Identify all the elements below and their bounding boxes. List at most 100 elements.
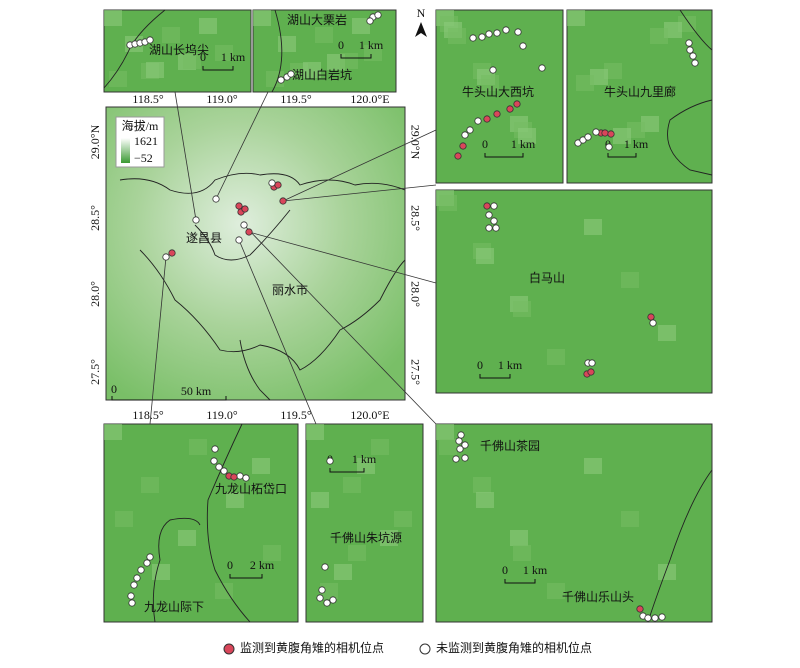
terrain-patch [109, 71, 127, 87]
scale-label: 0 [502, 563, 508, 577]
terrain-patch [547, 583, 565, 599]
terrain-patch [162, 27, 180, 43]
leader-line [243, 224, 437, 425]
terrain-patch [352, 18, 370, 34]
scale-bar [229, 574, 263, 579]
camera-site [277, 76, 285, 84]
boundary [679, 9, 713, 51]
site-label: 千佛山乐山头 [562, 590, 634, 604]
terrain-patch [357, 458, 375, 474]
inset-panel [435, 189, 713, 394]
terrain-patch [584, 219, 602, 235]
terrain-patch [215, 583, 233, 599]
terrain-patch [141, 477, 159, 493]
camera-site [588, 359, 596, 367]
camera-site [658, 613, 666, 621]
camera-site [492, 224, 500, 232]
inset-panel [566, 9, 713, 184]
north-label: N [417, 6, 426, 20]
camera-site [502, 26, 510, 34]
scale-bar [479, 374, 511, 379]
camera-site [318, 586, 326, 594]
camera-site [514, 28, 522, 36]
camera-site [469, 34, 477, 42]
terrain-patch [513, 545, 531, 561]
terrain-patch [518, 128, 536, 144]
leader-line [282, 184, 437, 202]
terrain-patch [567, 10, 585, 26]
camera-site [474, 117, 482, 125]
terrain-patch [343, 477, 361, 493]
camera-site [321, 563, 329, 571]
scale-bar [340, 54, 372, 59]
legend-title: 海拔/m [122, 118, 159, 133]
camera-site [326, 457, 334, 465]
terrain-patch [439, 195, 457, 211]
terrain-patch [320, 583, 338, 599]
terrain-patch [641, 116, 659, 132]
leader-line [238, 239, 317, 425]
lon-tick-label: 120.0°E [350, 408, 389, 422]
camera-site [649, 319, 657, 327]
scale-label: 1 km [624, 137, 649, 151]
legend-min: −52 [134, 151, 153, 165]
camera-site [168, 249, 176, 257]
terrain-patch [621, 272, 639, 288]
camera-site [235, 202, 243, 210]
camera-site [686, 46, 694, 54]
legend-max: 1621 [134, 134, 158, 148]
camera-site [133, 574, 141, 582]
terrain-patch [613, 128, 631, 144]
inset-panel [435, 423, 713, 623]
lat-tick-label: 27.5° [88, 359, 102, 385]
boundary [152, 517, 201, 623]
camera-site [127, 592, 135, 600]
lon-tick-label: 119.5° [280, 92, 312, 106]
scale-bar [484, 153, 524, 158]
camera-site [584, 133, 592, 141]
city-label: 丽水市 [272, 282, 308, 297]
terrain-patch [513, 301, 531, 317]
terrain-patch [473, 477, 491, 493]
camera-site [636, 605, 644, 613]
camera-site [146, 36, 154, 44]
camera-site [268, 179, 276, 187]
terrain-patch [104, 424, 122, 440]
scale-label: 1 km [498, 358, 523, 372]
camera-site [235, 236, 243, 244]
terrain-patch [481, 75, 499, 91]
terrain-patch [189, 439, 207, 455]
camera-site [162, 253, 170, 261]
terrain-patch [448, 28, 466, 44]
leader-line [215, 91, 269, 200]
camera-site [146, 553, 154, 561]
lon-tick-label: 119.0° [206, 408, 238, 422]
camera-site [287, 70, 295, 78]
camera-site [210, 457, 218, 465]
lat-tick-label: 27.5° [408, 359, 422, 385]
camera-site [651, 614, 659, 622]
camera-site [644, 614, 652, 622]
lat-tick-label: 29.0°N [408, 125, 422, 160]
camera-site [513, 100, 521, 108]
camera-site [236, 472, 244, 480]
legend-marker [419, 643, 431, 655]
camera-site [689, 52, 697, 60]
terrain-patch [364, 45, 382, 61]
terrain-patch [604, 63, 622, 79]
camera-site [211, 445, 219, 453]
terrain-patch [650, 28, 668, 44]
scale-bar [329, 468, 365, 473]
boundary [271, 9, 283, 93]
camera-site [192, 216, 200, 224]
scale-label: 2 km [250, 558, 275, 572]
camera-site [454, 152, 462, 160]
terrain-patch [678, 16, 696, 32]
leader-line [149, 256, 167, 425]
camera-site [137, 566, 145, 574]
scale-label: 1 km [523, 563, 548, 577]
county-label: 遂昌县 [186, 231, 222, 245]
scale-bar [111, 396, 227, 401]
camera-site [241, 205, 249, 213]
